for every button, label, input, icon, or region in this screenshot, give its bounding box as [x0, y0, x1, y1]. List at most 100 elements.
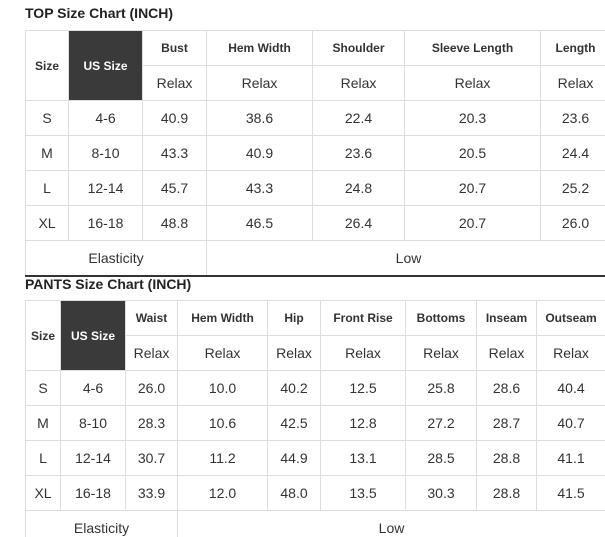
footer-row: Elasticity Low: [25, 240, 605, 277]
cell: S: [25, 370, 61, 406]
header-cell: Shoulder: [312, 30, 405, 66]
cell: 24.8: [312, 170, 405, 206]
cell: 26.0: [125, 370, 178, 406]
cell: 12.5: [320, 370, 406, 406]
cell: 42.5: [267, 405, 321, 441]
header-cell: Hem Width: [177, 300, 268, 336]
cell: L: [25, 170, 69, 206]
subheader-cell: Relax: [476, 335, 537, 371]
cell: 28.8: [476, 440, 537, 476]
cell: 40.9: [142, 100, 207, 136]
cell: 25.2: [540, 170, 605, 206]
header-row: Size US Size Bust Hem Width Shoulder Sleeve L…: [25, 30, 605, 101]
header-cell: Sleeve Length: [404, 30, 541, 66]
header-cell: Size: [25, 300, 61, 371]
footer-label: Elasticity: [25, 240, 207, 277]
header-cell: Outseam: [536, 300, 605, 336]
cell: 20.7: [404, 205, 541, 241]
header-cell: Length: [540, 30, 605, 66]
footer-value: Low: [206, 240, 605, 277]
cell: 10.0: [177, 370, 268, 406]
data-row: M 8-10 28.3 10.6 42.5 12.8 27.2 28.7 40.7: [25, 405, 605, 441]
cell: 28.3: [125, 405, 178, 441]
top-table: Size US Size Bust Hem Width Shoulder Sleeve L…: [25, 30, 605, 277]
subheader-cell: Relax: [320, 335, 406, 371]
header-row: Size US Size Waist Hem Width Hip Front Rise Bo…: [25, 300, 605, 371]
cell: 28.8: [476, 475, 537, 511]
cell: 16-18: [60, 475, 126, 511]
pants-table: Size US Size Waist Hem Width Hip Front Rise Bo…: [25, 300, 605, 537]
cell: 45.7: [142, 170, 207, 206]
cell: M: [25, 405, 61, 441]
subheader-cell: Relax: [267, 335, 321, 371]
header-cell: Bust: [142, 30, 207, 66]
data-row: XL 16-18 48.8 46.5 26.4 20.7 26.0: [25, 205, 605, 241]
data-row: S 4-6 40.9 38.6 22.4 20.3 23.6: [25, 100, 605, 136]
cell: 38.6: [206, 100, 313, 136]
cell: 43.3: [206, 170, 313, 206]
cell: 41.1: [536, 440, 605, 476]
cell: 13.5: [320, 475, 406, 511]
subheader-cell: Relax: [536, 335, 605, 371]
cell: 26.4: [312, 205, 405, 241]
cell: 43.3: [142, 135, 207, 171]
cell: 46.5: [206, 205, 313, 241]
header-cell: Waist: [125, 300, 178, 336]
subheader-cell: Relax: [142, 65, 207, 101]
cell: 25.8: [405, 370, 477, 406]
cell: 12-14: [60, 440, 126, 476]
cell: 23.6: [312, 135, 405, 171]
footer-row: Elasticity Low: [25, 510, 605, 537]
cell: 40.2: [267, 370, 321, 406]
cell: 28.7: [476, 405, 537, 441]
cell: 8-10: [68, 135, 143, 171]
cell: 28.5: [405, 440, 477, 476]
cell: 40.9: [206, 135, 313, 171]
cell: 40.7: [536, 405, 605, 441]
cell: 30.7: [125, 440, 178, 476]
cell: 4-6: [68, 100, 143, 136]
cell: 44.9: [267, 440, 321, 476]
cell: 12.8: [320, 405, 406, 441]
subheader-row: Relax Relax Relax Relax Relax Relax Relax: [26, 335, 605, 371]
subheader-row: Relax Relax Relax Relax Relax: [26, 65, 605, 101]
header-cell: Front Rise: [320, 300, 406, 336]
subheader-cell: Relax: [404, 65, 541, 101]
header-cell: Size: [25, 30, 69, 101]
cell: 26.0: [540, 205, 605, 241]
cell: M: [25, 135, 69, 171]
subheader-cell: Relax: [405, 335, 477, 371]
cell: L: [25, 440, 61, 476]
cell: 30.3: [405, 475, 477, 511]
cell: 22.4: [312, 100, 405, 136]
subheader-cell: Relax: [312, 65, 405, 101]
subheader-cell: Relax: [206, 65, 313, 101]
footer-label: Elasticity: [25, 510, 178, 537]
cell: 41.5: [536, 475, 605, 511]
cell: 20.5: [404, 135, 541, 171]
cell: S: [25, 100, 69, 136]
cell: 4-6: [60, 370, 126, 406]
footer-value: Low: [177, 510, 605, 537]
header-cell: US Size: [60, 300, 126, 371]
data-row: S 4-6 26.0 10.0 40.2 12.5 25.8 28.6 40.4: [25, 370, 605, 406]
data-row: L 12-14 45.7 43.3 24.8 20.7 25.2: [25, 170, 605, 206]
cell: 12-14: [68, 170, 143, 206]
cell: 13.1: [320, 440, 406, 476]
header-cell: Bottoms: [405, 300, 477, 336]
cell: 27.2: [405, 405, 477, 441]
data-row: XL 16-18 33.9 12.0 48.0 13.5 30.3 28.8 41.5: [25, 475, 605, 511]
header-cell: Hem Width: [206, 30, 313, 66]
cell: 23.6: [540, 100, 605, 136]
pants-title: PANTS Size Chart (INCH): [25, 276, 192, 292]
cell: 8-10: [60, 405, 126, 441]
subheader-cell: Relax: [540, 65, 605, 101]
header-cell: Inseam: [476, 300, 537, 336]
cell: 11.2: [177, 440, 268, 476]
data-row: M 8-10 43.3 40.9 23.6 20.5 24.4: [25, 135, 605, 171]
cell: XL: [25, 205, 69, 241]
cell: 16-18: [68, 205, 143, 241]
cell: 12.0: [177, 475, 268, 511]
subheader-cell: Relax: [125, 335, 178, 371]
